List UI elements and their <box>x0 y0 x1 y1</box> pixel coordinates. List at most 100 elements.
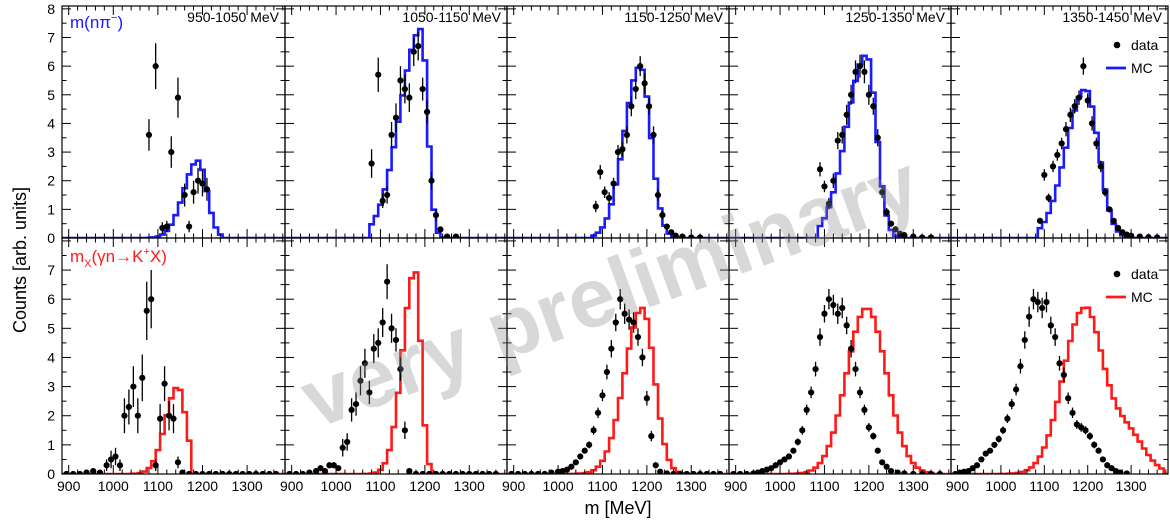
data-point <box>1054 149 1061 161</box>
data-point <box>737 470 744 474</box>
data-point <box>879 459 886 466</box>
data-marker <box>623 131 630 138</box>
data-point <box>848 339 855 358</box>
data-point <box>1067 107 1074 122</box>
data-marker <box>452 233 460 238</box>
data-marker <box>606 194 613 202</box>
data-marker <box>879 189 886 196</box>
data-point <box>508 470 515 474</box>
data-point <box>388 122 395 148</box>
data-point <box>632 79 639 100</box>
data-point <box>592 200 599 213</box>
data-marker <box>577 453 584 460</box>
data-point <box>856 386 864 399</box>
data-marker <box>843 111 850 118</box>
data-point <box>410 37 417 67</box>
y-tick-label: 4 <box>47 349 55 365</box>
data-marker <box>1086 433 1093 440</box>
data-marker <box>999 427 1007 434</box>
data-point <box>361 348 369 378</box>
data-point <box>637 56 644 77</box>
data-marker <box>1067 111 1074 118</box>
y-tick-label: 8 <box>47 1 55 17</box>
x-tick-label: 1000 <box>764 478 795 494</box>
data-marker <box>203 186 211 193</box>
data-point <box>619 142 626 157</box>
data-marker <box>995 435 1002 443</box>
data-marker <box>848 345 855 352</box>
data-marker <box>1056 360 1063 367</box>
data-point <box>887 467 895 474</box>
data-point <box>406 467 413 474</box>
legend-r1: data MC <box>1106 266 1158 305</box>
data-marker <box>1039 304 1046 312</box>
data-point <box>643 390 650 406</box>
data-marker <box>428 177 435 184</box>
panel-grid: 0 1 2 3 4 5 6 7 8 950-1050 MeV 1050-1150 MeV 1150-1… <box>47 1 1169 494</box>
row-label-part: m <box>70 247 84 266</box>
data-marker <box>410 48 417 55</box>
data-marker <box>348 406 355 414</box>
data-marker <box>541 470 548 474</box>
data-marker <box>1065 395 1072 402</box>
data-marker <box>401 427 408 434</box>
data-point <box>743 470 750 474</box>
data-marker <box>125 403 132 411</box>
data-marker <box>152 462 159 469</box>
data-point <box>312 467 320 474</box>
data-marker <box>1088 120 1096 127</box>
y-tick-label: 6 <box>47 58 55 74</box>
data-marker <box>293 470 300 474</box>
data-marker <box>163 223 170 230</box>
data-point <box>139 354 146 402</box>
data-marker <box>103 462 110 469</box>
data-point <box>1058 137 1065 150</box>
data-marker <box>1082 427 1089 434</box>
data-point <box>339 439 346 457</box>
data-point <box>599 389 606 402</box>
data-point <box>163 220 170 233</box>
data-point <box>452 470 460 474</box>
data-point <box>548 469 555 474</box>
data-marker <box>1108 465 1115 472</box>
panel-title: 1150-1250 MeV <box>624 9 723 25</box>
data-marker <box>186 223 193 230</box>
panel-frame <box>61 5 286 239</box>
data-marker <box>1060 371 1067 379</box>
data-marker <box>730 470 737 474</box>
data-point <box>379 193 386 208</box>
panel-title: 1350-1450 MeV <box>1062 9 1162 25</box>
data-marker <box>344 438 351 446</box>
data-marker <box>703 470 710 474</box>
data-marker <box>272 470 280 474</box>
x-tick-label: 1200 <box>853 478 884 494</box>
data-point <box>843 316 850 335</box>
data-point <box>259 470 266 474</box>
data-point <box>388 313 395 343</box>
data-marker <box>861 68 868 75</box>
data-marker <box>186 470 193 474</box>
data-marker <box>508 470 515 474</box>
legend-mc-label: MC <box>1131 60 1153 76</box>
y-tick-label: 5 <box>47 320 55 336</box>
data-point <box>628 96 635 117</box>
data-marker <box>870 433 877 440</box>
data-marker <box>834 137 841 144</box>
data-point <box>186 220 193 233</box>
data-point <box>344 433 351 451</box>
data-marker <box>830 301 837 309</box>
data-point <box>145 119 153 151</box>
legend-data-label: data <box>1131 266 1158 282</box>
data-point <box>103 459 110 472</box>
data-point <box>1021 331 1028 349</box>
data-marker <box>650 131 657 138</box>
data-point <box>654 189 662 201</box>
data-point <box>776 459 784 466</box>
data-point <box>534 470 542 474</box>
data-point <box>459 470 466 474</box>
data-marker <box>206 470 213 474</box>
panel-r1-c2: 900 1000 1100 1200 1300 <box>502 237 730 494</box>
data-point <box>803 404 810 416</box>
data-marker <box>799 427 806 434</box>
data-marker <box>785 453 793 460</box>
